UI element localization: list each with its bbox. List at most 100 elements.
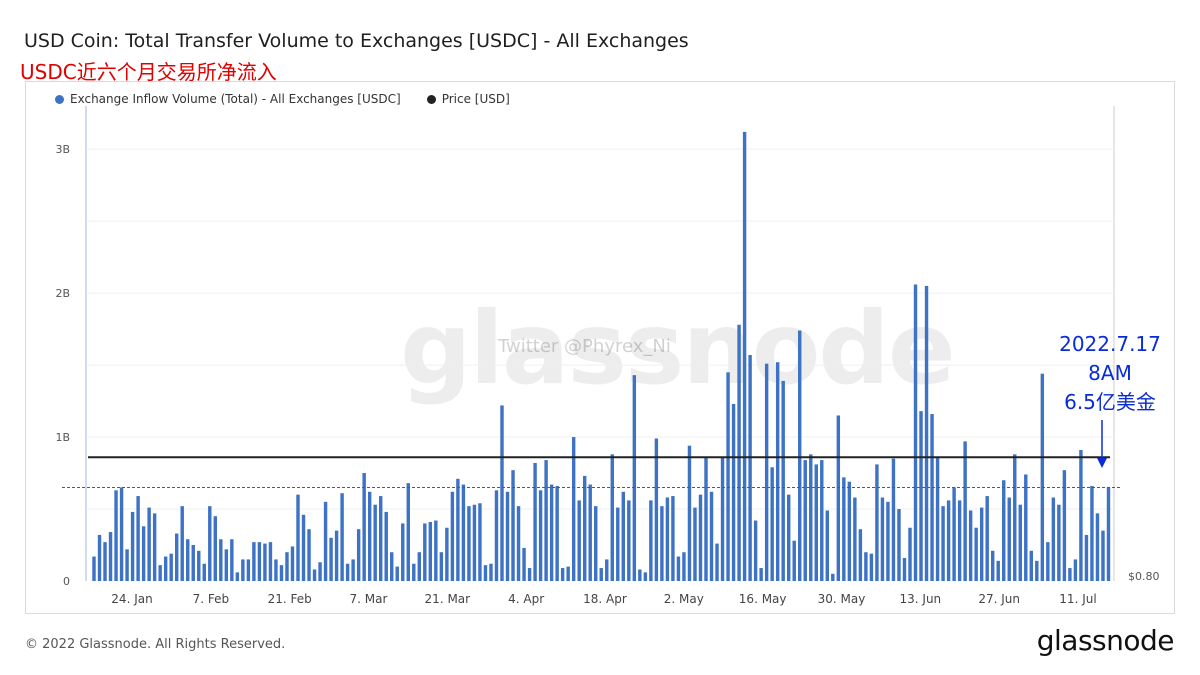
x-tick-label: 13. Jun — [900, 592, 942, 606]
bar — [638, 569, 642, 581]
bar — [693, 507, 697, 581]
bar — [643, 572, 648, 581]
x-tick-label: 21. Mar — [425, 592, 471, 606]
bar — [1084, 534, 1089, 581]
bar — [378, 496, 383, 581]
bar — [875, 464, 879, 581]
bar — [792, 540, 796, 581]
bar — [97, 534, 102, 581]
bar — [406, 483, 410, 581]
bar — [186, 539, 190, 581]
bar — [169, 553, 173, 581]
bar — [902, 557, 907, 581]
bar — [941, 506, 945, 581]
x-tick-label: 18. Apr — [583, 592, 627, 606]
bar — [191, 545, 195, 581]
bar — [913, 284, 918, 581]
bar — [318, 562, 322, 581]
bar — [781, 380, 785, 581]
bar — [241, 559, 245, 581]
chart-legend: Exchange Inflow Volume (Total) - All Exc… — [55, 92, 510, 106]
bar — [814, 464, 818, 581]
glassnode-logo: glassnode — [1036, 624, 1175, 657]
annotation-date: 2022.7.17 — [1059, 332, 1161, 356]
bar — [1018, 504, 1022, 581]
bar — [660, 506, 664, 581]
bar — [582, 475, 587, 581]
bar — [208, 506, 212, 581]
bar — [114, 490, 118, 581]
bar — [516, 506, 521, 581]
x-tick-label: 4. Apr — [508, 592, 544, 606]
bar — [152, 513, 157, 581]
bar — [886, 501, 890, 581]
bar — [594, 506, 598, 581]
x-tick-label: 11. Jul — [1059, 592, 1096, 606]
bar — [180, 506, 184, 581]
bar — [163, 556, 168, 581]
bar — [853, 497, 857, 581]
bar — [522, 547, 526, 581]
bar — [373, 504, 377, 581]
bar — [417, 552, 422, 581]
bar — [809, 454, 813, 581]
bar — [836, 415, 841, 581]
bar — [682, 552, 686, 581]
bar — [456, 478, 460, 581]
bar — [224, 549, 229, 581]
x-tick-label: 27. Jun — [978, 592, 1020, 606]
bar — [715, 543, 719, 581]
bar — [174, 533, 179, 581]
legend-dot-price-icon — [426, 94, 436, 104]
bar — [935, 457, 940, 581]
bar — [1024, 474, 1028, 581]
bar — [136, 496, 140, 581]
legend-item-inflow[interactable]: Exchange Inflow Volume (Total) - All Exc… — [55, 92, 401, 106]
bar — [654, 438, 659, 581]
bar — [356, 529, 361, 581]
bar — [428, 521, 433, 581]
bar — [141, 526, 146, 581]
bar — [511, 470, 515, 581]
bar — [952, 487, 956, 581]
bar — [130, 511, 135, 581]
twitter-watermark: Twitter @Phyrex_Ni — [498, 336, 671, 357]
bar — [549, 484, 554, 581]
bar — [676, 556, 681, 581]
bar — [968, 510, 973, 581]
bar — [351, 559, 355, 581]
bar — [483, 565, 488, 581]
bar — [726, 372, 730, 581]
bar — [307, 529, 311, 581]
bar — [445, 527, 449, 581]
bar — [599, 568, 603, 581]
bar — [1040, 373, 1045, 581]
bar — [709, 491, 714, 581]
bar — [996, 560, 1000, 581]
bar — [842, 477, 846, 581]
bar — [786, 494, 791, 581]
bar — [345, 563, 350, 581]
bar — [990, 550, 995, 581]
bar — [103, 542, 107, 581]
bar — [544, 460, 548, 581]
bar — [1062, 470, 1067, 581]
annotation-amount: 6.5亿美金 — [1064, 390, 1156, 414]
bar — [1101, 530, 1105, 581]
legend-item-price[interactable]: Price [USD] — [426, 92, 510, 106]
bar — [869, 553, 874, 581]
bar — [1079, 450, 1083, 581]
bar — [770, 467, 774, 581]
bar — [461, 484, 466, 581]
bar — [1013, 454, 1017, 581]
bar — [621, 491, 626, 581]
bar — [720, 457, 725, 581]
bar — [533, 462, 537, 581]
x-tick-label: 2. May — [664, 592, 704, 606]
bar — [864, 552, 868, 581]
y-tick-label: 2B — [55, 287, 70, 300]
bar — [92, 556, 96, 581]
bar — [1029, 550, 1034, 581]
bar — [147, 507, 151, 581]
bar — [671, 496, 675, 581]
